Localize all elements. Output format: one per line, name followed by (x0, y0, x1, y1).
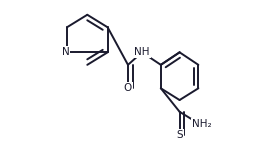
Text: NH: NH (134, 47, 150, 57)
Text: S: S (176, 130, 183, 140)
Text: O: O (124, 83, 132, 93)
Text: N: N (62, 47, 69, 57)
Text: NH₂: NH₂ (192, 119, 211, 129)
